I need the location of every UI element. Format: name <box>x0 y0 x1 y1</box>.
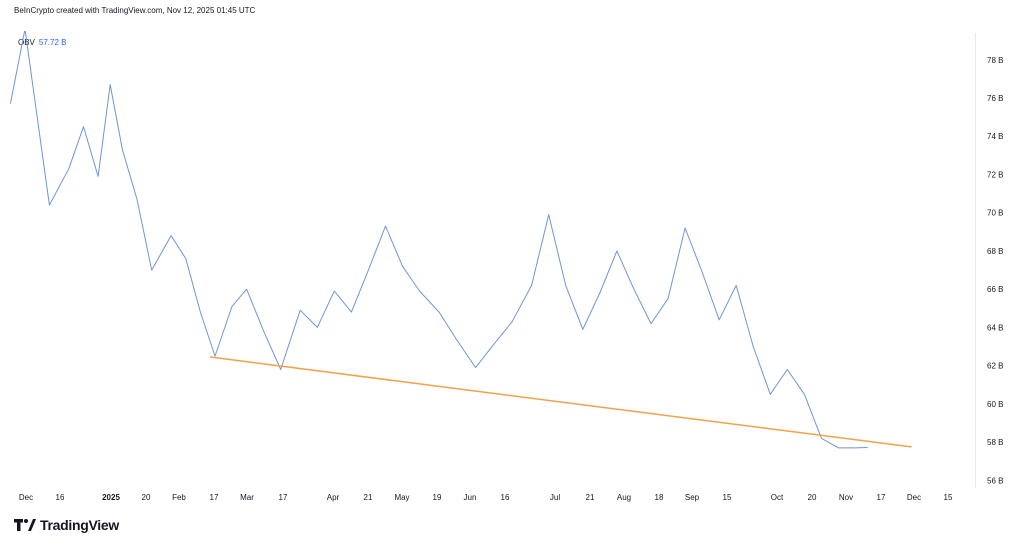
x-tick-label: 21 <box>586 493 595 502</box>
x-tick-label: Aug <box>617 493 631 502</box>
x-tick-label: 17 <box>279 493 288 502</box>
x-tick-label: 17 <box>210 493 219 502</box>
y-tick-label: 56 B <box>987 476 1003 485</box>
tradingview-logo[interactable]: TradingView <box>14 517 119 533</box>
plot-area[interactable] <box>10 33 976 488</box>
y-tick-label: 64 B <box>987 323 1003 332</box>
x-tick-label: 18 <box>655 493 664 502</box>
tradingview-logo-icon <box>14 519 36 531</box>
x-tick-label: 20 <box>808 493 817 502</box>
y-tick-label: 70 B <box>987 209 1003 218</box>
tradingview-logo-text: TradingView <box>40 517 119 533</box>
plot-series-group <box>10 31 912 449</box>
x-tick-label: 20 <box>142 493 151 502</box>
y-tick-label: 68 B <box>987 247 1003 256</box>
x-tick-label: 15 <box>723 493 732 502</box>
x-tick-label: 16 <box>56 493 65 502</box>
x-tick-label: May <box>394 493 409 502</box>
x-tick-label: 19 <box>433 493 442 502</box>
x-tick-label: Nov <box>839 493 853 502</box>
x-tick-label: Dec <box>19 493 33 502</box>
y-tick-label: 74 B <box>987 132 1003 141</box>
obv-line <box>10 31 868 449</box>
x-tick-label: 2025 <box>102 493 120 502</box>
y-tick-label: 62 B <box>987 362 1003 371</box>
x-tick-label: Apr <box>327 493 340 502</box>
x-tick-label: 15 <box>944 493 953 502</box>
x-tick-label: Jul <box>550 493 560 502</box>
x-tick-label: Oct <box>771 493 784 502</box>
y-tick-label: 72 B <box>987 170 1003 179</box>
indicator-value: 57.72 B <box>38 38 67 47</box>
y-tick-label: 60 B <box>987 400 1003 409</box>
x-tick-label: Dec <box>907 493 921 502</box>
support-trendline <box>210 356 912 448</box>
x-tick-label: Sep <box>685 493 700 502</box>
y-tick-label: 76 B <box>987 94 1003 103</box>
x-tick-label: Mar <box>240 493 254 502</box>
x-tick-label: 21 <box>364 493 373 502</box>
y-tick-label: 58 B <box>987 438 1003 447</box>
x-tick-label: Jun <box>464 493 477 502</box>
x-tick-label: 16 <box>501 493 510 502</box>
y-tick-label: 78 B <box>987 56 1003 65</box>
y-tick-label: 66 B <box>987 285 1003 294</box>
x-tick-label: 17 <box>877 493 886 502</box>
x-tick-label: Feb <box>172 493 186 502</box>
chart-credit: BeInCrypto created with TradingView.com,… <box>14 6 256 15</box>
